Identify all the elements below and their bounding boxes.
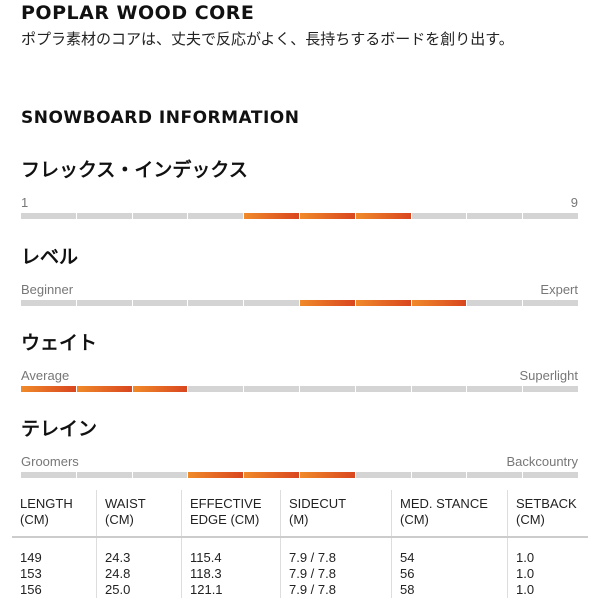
table-row: 156 25.0 121.1 7.9 / 7.8 58 1.0 [12, 582, 588, 598]
rating-bar [21, 300, 578, 306]
rating-scale: Beginner Expert [21, 282, 578, 297]
rating-segment [188, 300, 244, 306]
rating-segment [244, 386, 299, 392]
rating-scale: 1 9 [21, 195, 578, 210]
table-cell: 1.0 [507, 582, 588, 598]
rating-segment [299, 472, 355, 478]
rating-segment [132, 213, 188, 219]
info-title: SNOWBOARD INFORMATION [21, 108, 300, 128]
rating-segment [132, 300, 188, 306]
table-cell: 24.8 [96, 566, 182, 582]
column-header: LENGTH (CM) [12, 490, 97, 538]
rating-min: 1 [21, 195, 29, 210]
rating-label: テレイン [21, 418, 98, 440]
table-cell: 1.0 [507, 566, 588, 582]
rating-segment [132, 472, 188, 478]
column-header: WAIST (CM) [96, 490, 182, 538]
rating-max: Expert [540, 282, 578, 297]
rating-segment [76, 386, 132, 392]
rating-scale: Groomers Backcountry [21, 454, 578, 469]
rating-bar [21, 213, 578, 219]
rating-segment [355, 213, 411, 219]
rating-segment [76, 472, 132, 478]
rating-segment [355, 386, 411, 392]
rating-segment [21, 300, 76, 306]
rating-segment [244, 300, 299, 306]
rating-segment [523, 386, 578, 392]
rating-segment [76, 213, 132, 219]
rating-segment [21, 386, 76, 392]
rating-segment [523, 472, 578, 478]
rating-segment [467, 300, 523, 306]
column-header: SIDECUT (M) [280, 490, 392, 538]
table-cell: 24.3 [96, 537, 182, 566]
rating-label: フレックス・インデックス [21, 159, 248, 181]
rating-segment [299, 300, 355, 306]
column-header: EFFECTIVE EDGE (CM) [181, 490, 281, 538]
spec-table: LENGTH (CM) WAIST (CM) EFFECTIVE EDGE (CM) SID… [12, 490, 588, 598]
rating-segment [244, 472, 299, 478]
rating-segment [355, 300, 411, 306]
rating-segment [467, 386, 523, 392]
rating-segment [188, 213, 244, 219]
table-cell: 118.3 [181, 566, 281, 582]
rating-label: レベル [21, 246, 79, 268]
column-header: MED. STANCE (CM) [391, 490, 508, 538]
rating-segment [411, 213, 467, 219]
rating-max: 9 [570, 195, 578, 210]
rating-segment [411, 300, 467, 306]
rating-segment [523, 300, 578, 306]
table-cell: 58 [391, 582, 508, 598]
rating-segment [244, 213, 299, 219]
rating-segment [132, 386, 188, 392]
rating-segment [299, 213, 355, 219]
rating-segment [188, 386, 244, 392]
rating-segment [76, 300, 132, 306]
core-title: POPLAR WOOD CORE [21, 2, 255, 24]
table-cell: 7.9 / 7.8 [280, 537, 392, 566]
rating-segment [21, 213, 76, 219]
rating-bar [21, 472, 578, 478]
table-cell: 54 [391, 537, 508, 566]
core-description: ポプラ素材のコアは、丈夫で反応がよく、長持ちするボードを創り出す。 [21, 31, 514, 48]
rating-segment [523, 213, 578, 219]
rating-segment [188, 472, 244, 478]
rating-segment [467, 472, 523, 478]
table-cell: 7.9 / 7.8 [280, 566, 392, 582]
column-header: SETBACK (CM) [507, 490, 588, 538]
table-cell: 115.4 [181, 537, 281, 566]
rating-scale: Average Superlight [21, 368, 578, 383]
rating-segment [21, 472, 76, 478]
table-cell: 121.1 [181, 582, 281, 598]
table-cell: 1.0 [507, 537, 588, 566]
table-cell: 56 [391, 566, 508, 582]
table-row: 153 24.8 118.3 7.9 / 7.8 56 1.0 [12, 566, 588, 582]
rating-max: Superlight [519, 368, 578, 383]
table-cell: 25.0 [96, 582, 182, 598]
table-cell: 153 [20, 566, 42, 581]
rating-segment [411, 472, 467, 478]
rating-min: Beginner [21, 282, 74, 297]
rating-segment [411, 386, 467, 392]
rating-segment [299, 386, 355, 392]
rating-min: Groomers [21, 454, 79, 469]
table-cell: 149 [20, 550, 42, 565]
table-cell: 156 [20, 582, 42, 597]
rating-bar [21, 386, 578, 392]
rating-max: Backcountry [506, 454, 578, 469]
rating-min: Average [21, 368, 70, 383]
rating-segment [467, 213, 523, 219]
table-cell: 7.9 / 7.8 [280, 582, 392, 598]
rating-label: ウェイト [21, 332, 98, 354]
table-row: 149 24.3 115.4 7.9 / 7.8 54 1.0 [12, 537, 588, 566]
rating-segment [355, 472, 411, 478]
